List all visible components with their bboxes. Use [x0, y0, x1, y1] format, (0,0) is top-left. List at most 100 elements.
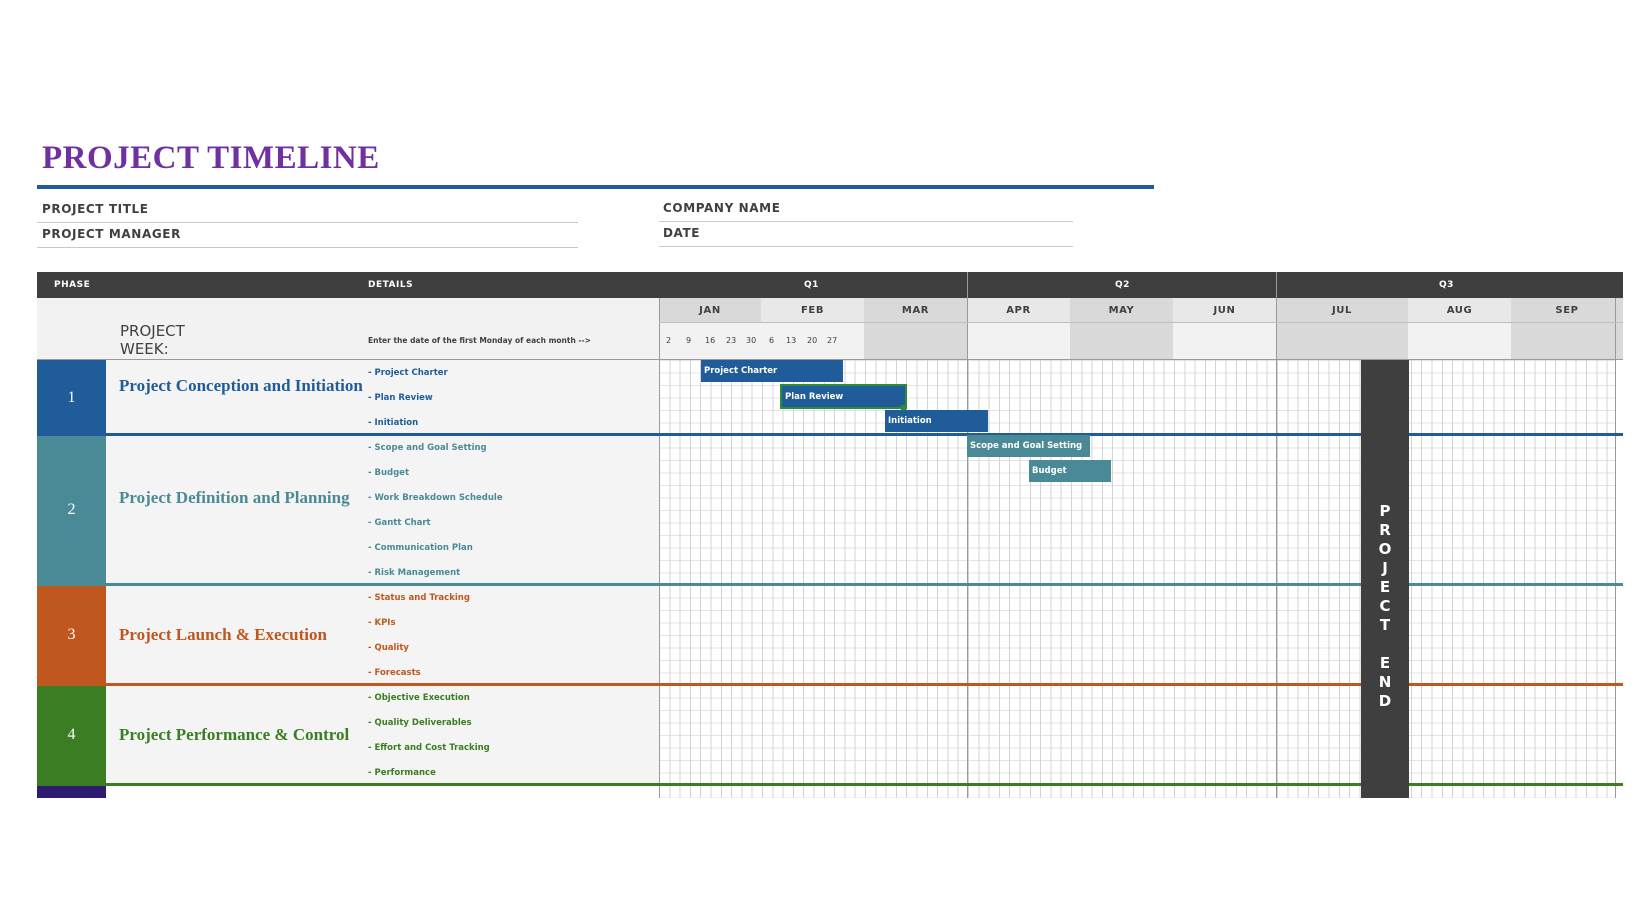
- project-week-cell: [37, 298, 659, 360]
- project-end-marker: P R O J E C T E N D: [1361, 360, 1409, 798]
- week-band-mar: [864, 323, 967, 360]
- gantt-bar-scope-and-goal-setting[interactable]: Scope and Goal Setting: [967, 435, 1090, 457]
- week-number[interactable]: 9: [686, 336, 692, 345]
- row-divider: [659, 322, 1623, 323]
- week-number[interactable]: 16: [705, 336, 716, 345]
- week-band-sep: [1511, 323, 1623, 360]
- phase-4-area: [106, 685, 659, 785]
- quarter-q3: Q3: [1439, 280, 1454, 290]
- detail-item: - Project Charter: [368, 368, 448, 378]
- phase-1-separator: [37, 433, 1623, 436]
- week-number[interactable]: 23: [726, 336, 737, 345]
- project-end-letter: J: [1382, 559, 1388, 577]
- detail-item: - Work Breakdown Schedule: [368, 493, 503, 503]
- detail-item: - Forecasts: [368, 668, 421, 678]
- quarter-q1: Q1: [804, 280, 819, 290]
- month-jan: JAN: [659, 298, 761, 323]
- page-title: PROJECT TIMELINE: [42, 140, 380, 176]
- phase-number-2: 2: [37, 435, 106, 585]
- week-band-jul: [1276, 323, 1408, 360]
- phase-number-4: 4: [37, 685, 106, 785]
- month-sep: SEP: [1511, 298, 1623, 323]
- phase-number-1: 1: [37, 360, 106, 435]
- project-manager-label: PROJECT MANAGER: [42, 227, 181, 241]
- week-band-aug: [1408, 323, 1511, 360]
- phase-number-3: 3: [37, 585, 106, 685]
- phase-1-area: [106, 360, 659, 435]
- row-divider: [37, 359, 1623, 360]
- phase-5-area: [106, 785, 659, 798]
- column-divider: [1615, 298, 1616, 798]
- week-number[interactable]: 30: [746, 336, 757, 345]
- month-jun: JUN: [1173, 298, 1276, 323]
- week-band-jan-feb: [659, 323, 864, 360]
- project-end-letter: N: [1378, 673, 1392, 691]
- week-number[interactable]: 13: [786, 336, 797, 345]
- project-title-label: PROJECT TITLE: [42, 202, 149, 216]
- phase-2-area: [106, 435, 659, 585]
- week-number[interactable]: 6: [769, 336, 775, 345]
- resize-handle[interactable]: [901, 405, 906, 410]
- phase-2-separator: [37, 583, 1623, 586]
- detail-item: - Quality: [368, 643, 409, 653]
- title-underline: [37, 185, 1154, 189]
- phase-header: PHASE: [54, 280, 91, 290]
- gantt-grid[interactable]: [659, 360, 1615, 798]
- company-name-field[interactable]: [659, 221, 1073, 222]
- detail-item: - Objective Execution: [368, 693, 470, 703]
- month-apr: APR: [967, 298, 1070, 323]
- week-number[interactable]: 27: [827, 336, 838, 345]
- detail-item: - Initiation: [368, 418, 419, 428]
- phase-name-1: Project Conception and Initiation: [119, 376, 363, 395]
- project-end-letter: E: [1379, 578, 1391, 596]
- phase-3-area: [106, 585, 659, 685]
- month-feb: FEB: [761, 298, 864, 323]
- project-week-label: PROJECT WEEK:: [120, 322, 185, 358]
- project-end-letter: T: [1379, 616, 1391, 634]
- detail-item: - Quality Deliverables: [368, 718, 472, 728]
- detail-item: - Budget: [368, 468, 410, 478]
- detail-item: - Gantt Chart: [368, 518, 431, 528]
- month-mar: MAR: [864, 298, 967, 323]
- project-manager-field[interactable]: [37, 247, 578, 248]
- gantt-bar-plan-review[interactable]: Plan Review: [780, 384, 907, 409]
- phase-name-3: Project Launch & Execution: [119, 625, 327, 644]
- project-title-field[interactable]: [37, 222, 578, 223]
- quarter-divider: [1276, 272, 1277, 798]
- detail-item: - Status and Tracking: [368, 593, 470, 603]
- project-end-letter: D: [1378, 692, 1392, 710]
- month-aug: AUG: [1408, 298, 1511, 323]
- details-header: DETAILS: [368, 280, 414, 290]
- column-divider: [659, 298, 660, 798]
- table-header: [37, 272, 1623, 298]
- quarter-q2: Q2: [1115, 280, 1130, 290]
- project-end-letter: P: [1379, 502, 1391, 520]
- project-end-letter: C: [1379, 597, 1391, 615]
- week-band-may: [1070, 323, 1173, 360]
- project-end-letter: E: [1379, 654, 1391, 672]
- week-band-jun: [1173, 323, 1276, 360]
- phase-name-4: Project Performance & Control: [119, 725, 350, 744]
- project-end-letter: R: [1379, 521, 1391, 539]
- gantt-bar-initiation[interactable]: Initiation: [885, 410, 988, 432]
- company-name-label: COMPANY NAME: [663, 201, 781, 215]
- phase-number-5: [37, 785, 106, 798]
- date-field[interactable]: [659, 246, 1073, 247]
- week-band-apr: [967, 323, 1070, 360]
- phase-name-2: Project Definition and Planning: [119, 488, 350, 507]
- detail-item: - Performance: [368, 768, 436, 778]
- detail-item: - Risk Management: [368, 568, 461, 578]
- detail-item: - Plan Review: [368, 393, 433, 403]
- date-label: DATE: [663, 226, 701, 240]
- gantt-bar-project-charter[interactable]: Project Charter: [701, 360, 843, 382]
- month-may: MAY: [1070, 298, 1173, 323]
- quarter-divider: [967, 272, 968, 798]
- gantt-bar-budget[interactable]: Budget: [1029, 460, 1111, 482]
- detail-item: - Communication Plan: [368, 543, 473, 553]
- week-number[interactable]: 20: [807, 336, 818, 345]
- phase-4-separator: [37, 783, 1623, 786]
- detail-item: - KPIs: [368, 618, 396, 628]
- phase-3-separator: [37, 683, 1623, 686]
- first-monday-hint: Enter the date of the first Monday of ea…: [368, 336, 591, 345]
- week-number[interactable]: 2: [666, 336, 672, 345]
